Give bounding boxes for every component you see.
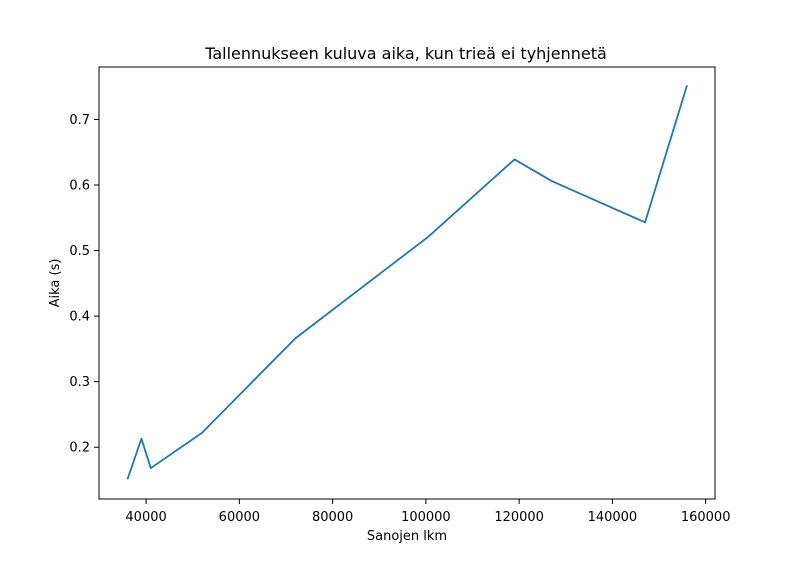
plot-area — [126, 85, 688, 480]
x-axis-label: Sanojen lkm — [367, 529, 447, 544]
x-axis: 40000 60000 80000 100000 120000 140000 160000 — [125, 499, 730, 525]
x-tick-label: 60000 — [219, 510, 260, 525]
x-tick-label: 40000 — [125, 510, 166, 525]
series-line-0 — [126, 85, 688, 480]
x-tick-label: 160000 — [681, 510, 731, 525]
y-tick-label: 0.5 — [69, 244, 90, 259]
x-tick-label: 120000 — [494, 510, 544, 525]
y-tick-label: 0.3 — [69, 375, 90, 390]
y-tick-label: 0.4 — [69, 310, 90, 325]
x-tick-label: 140000 — [588, 510, 638, 525]
y-tick-label: 0.2 — [69, 441, 90, 456]
y-tick-label: 0.7 — [69, 113, 90, 128]
y-tick-label: 0.6 — [69, 178, 90, 193]
x-tick-label: 80000 — [312, 510, 353, 525]
chart-title: Tallennukseen kuluva aika, kun trieä ei … — [204, 44, 607, 63]
x-tick-label: 100000 — [401, 510, 451, 525]
y-axis-label: Aika (s) — [48, 259, 63, 308]
plot-frame — [98, 66, 716, 500]
y-axis: 0.2 0.3 0.4 0.5 0.6 0.7 — [69, 113, 99, 456]
